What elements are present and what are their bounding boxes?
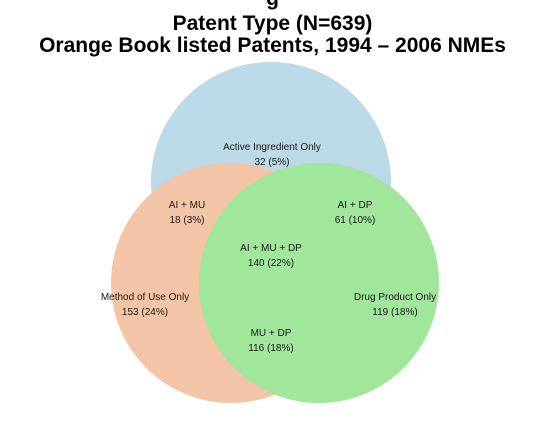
label-mu-dp: MU + DP <box>251 328 292 339</box>
title-line-clipped: g <box>0 0 545 11</box>
value-mu-only: 153 (24%) <box>122 307 168 318</box>
value-ai-mu-dp: 140 (22%) <box>248 258 294 269</box>
value-ai-mu: 18 (3%) <box>169 215 204 226</box>
label-ai-dp: AI + DP <box>338 200 373 211</box>
label-active-only: Active Ingredient Only <box>223 142 321 153</box>
title-line-orange-book: Orange Book listed Patents, 1994 – 2006 … <box>39 34 506 57</box>
value-dp-only: 119 (18%) <box>372 307 417 318</box>
label-mu-only: Method of Use Only <box>101 292 189 303</box>
value-ai-dp: 61 (10%) <box>335 215 376 226</box>
label-dp-only: Drug Product Only <box>354 292 436 303</box>
circle-drug-product <box>199 163 439 403</box>
value-mu-dp: 116 (18%) <box>248 343 293 354</box>
title-line-patent-type: Patent Type (N=639) <box>172 12 373 35</box>
label-ai-mu-dp: AI + MU + DP <box>240 243 302 254</box>
label-ai-mu: AI + MU <box>169 200 205 211</box>
value-active-only: 32 (5%) <box>254 157 289 168</box>
